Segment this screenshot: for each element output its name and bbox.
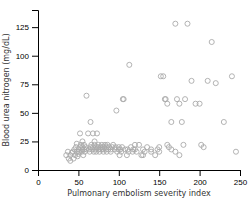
x-axis-title: Pulmonary embolism severity index xyxy=(67,189,211,198)
y-tick-mark xyxy=(32,113,38,114)
point xyxy=(161,74,166,79)
point xyxy=(233,149,238,154)
point xyxy=(185,21,190,26)
y-tick-label: 100 xyxy=(16,52,30,61)
y-axis-line xyxy=(32,11,39,171)
point xyxy=(114,108,119,113)
point xyxy=(134,149,139,154)
point xyxy=(183,97,188,102)
point xyxy=(149,147,154,152)
x-axis-line xyxy=(39,171,241,177)
x-tick: 50 xyxy=(74,170,83,187)
point xyxy=(77,131,82,136)
y-tick: 50 xyxy=(20,109,38,118)
point xyxy=(88,119,93,124)
y-tick: 100 xyxy=(16,52,38,61)
x-tick-label: 100 xyxy=(113,178,127,187)
x-tick-label: 200 xyxy=(193,178,207,187)
chart: 0 50 100 150 200 250 0 25 50 75 100 125 Pulmonary em… xyxy=(0,0,252,200)
y-tick: 75 xyxy=(20,80,38,89)
point xyxy=(181,142,186,147)
y-tick-mark xyxy=(32,141,38,142)
y-tick-mark xyxy=(32,56,38,57)
y-tick-label: 25 xyxy=(20,137,29,146)
y-tick-mark xyxy=(32,170,38,171)
x-tick-label: 150 xyxy=(153,178,167,187)
point xyxy=(177,153,182,158)
x-tick: 100 xyxy=(113,170,127,187)
x-tick-mark xyxy=(159,170,160,176)
x-tick-mark xyxy=(78,170,79,176)
y-tick-label: 0 xyxy=(25,166,30,175)
point xyxy=(189,78,194,83)
y-axis-title: Blood urea nitrogen (mg/dL) xyxy=(2,33,11,146)
y-tick-label: 50 xyxy=(20,109,29,118)
x-tick-label: 0 xyxy=(36,178,41,187)
point xyxy=(86,131,91,136)
point xyxy=(201,145,206,150)
point xyxy=(221,119,226,124)
y-tick-mark xyxy=(32,27,38,28)
x-tick: 250 xyxy=(234,170,248,187)
point xyxy=(165,101,170,106)
x-tick-label: 50 xyxy=(74,178,83,187)
y-tick-label: 125 xyxy=(16,23,30,32)
y-tick: 0 xyxy=(25,166,38,175)
point xyxy=(127,62,132,67)
x-tick-label: 250 xyxy=(234,178,248,187)
point xyxy=(157,145,162,150)
point xyxy=(205,78,210,83)
y-tick-label: 75 xyxy=(20,80,29,89)
point xyxy=(229,74,234,79)
x-tick-mark xyxy=(119,170,120,176)
point xyxy=(179,119,184,124)
point xyxy=(197,101,202,106)
points xyxy=(64,21,239,163)
x-tick: 200 xyxy=(193,170,207,187)
point xyxy=(84,93,89,98)
y-axis: 0 25 50 75 100 125 xyxy=(16,11,39,176)
point xyxy=(120,97,125,102)
point xyxy=(94,131,99,136)
x-tick-mark xyxy=(240,170,241,176)
y-tick: 125 xyxy=(16,23,38,32)
x-tick-mark xyxy=(200,170,201,176)
point xyxy=(169,119,174,124)
point xyxy=(121,97,126,102)
point xyxy=(177,101,182,106)
point xyxy=(209,39,214,44)
y-tick: 25 xyxy=(20,137,38,146)
point xyxy=(136,142,141,147)
x-tick: 150 xyxy=(153,170,167,187)
point xyxy=(173,21,178,26)
point xyxy=(213,81,218,86)
x-tick: 0 xyxy=(36,170,41,187)
plot: 0 50 100 150 200 250 0 25 50 75 100 125 xyxy=(16,11,248,187)
x-axis: 0 50 100 150 200 250 xyxy=(36,170,247,187)
y-tick-mark xyxy=(32,84,38,85)
